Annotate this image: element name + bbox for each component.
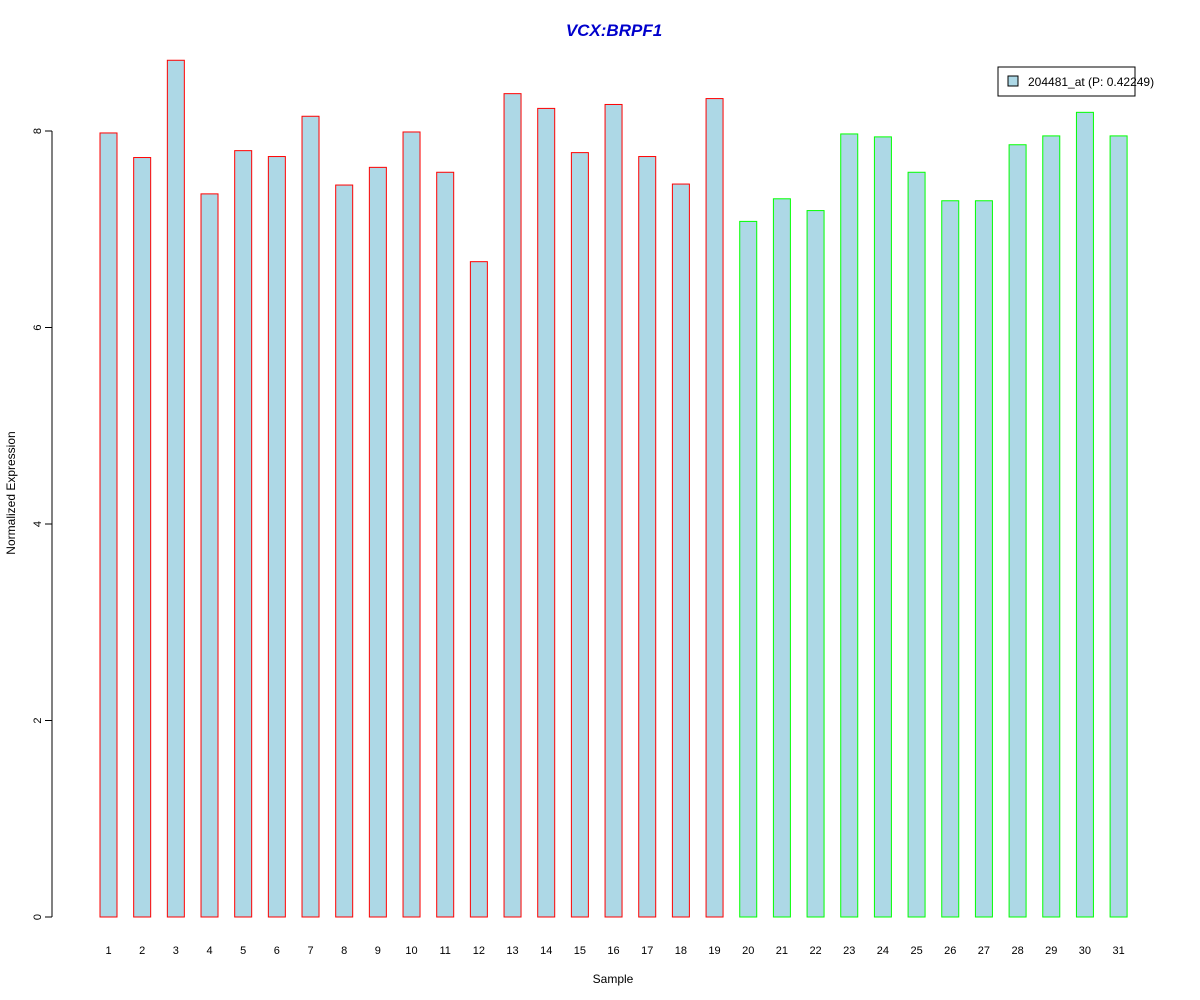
x-tick-label: 17	[641, 945, 653, 957]
bar-sample-27	[974, 200, 993, 918]
bar-sample-19	[705, 98, 724, 918]
bar-sample-5	[234, 150, 253, 918]
chart-title: VCX:BRPF1	[566, 21, 662, 40]
x-tick-label: 4	[206, 945, 212, 957]
x-tick-label: 31	[1112, 945, 1124, 957]
bar-sample-20	[739, 220, 758, 918]
x-tick-label: 1	[105, 945, 111, 957]
legend-swatch	[1007, 75, 1019, 87]
bar-sample-26	[941, 200, 960, 918]
bar-sample-13	[503, 93, 522, 918]
bar-sample-4	[200, 193, 219, 918]
x-tick-label: 24	[877, 945, 889, 957]
bar-sample-16	[604, 103, 623, 918]
x-tick-label: 2	[139, 945, 145, 957]
bar-sample-22	[806, 210, 825, 918]
x-tick-label: 13	[506, 945, 518, 957]
y-tick-label: 8	[32, 128, 44, 134]
x-tick-label: 27	[978, 945, 990, 957]
bar-sample-6	[267, 156, 286, 918]
x-tick-label: 7	[307, 945, 313, 957]
y-tick-label: 6	[32, 324, 44, 330]
x-tick-label: 19	[708, 945, 720, 957]
x-tick-label: 20	[742, 945, 754, 957]
bar-sample-29	[1042, 135, 1061, 918]
y-axis-label: Normalized Expression	[4, 431, 18, 554]
x-axis-label: Sample	[593, 972, 634, 986]
x-tick-label: 15	[574, 945, 586, 957]
bar-sample-12	[469, 261, 488, 918]
x-tick-label: 29	[1045, 945, 1057, 957]
legend-entry-label: 204481_at (P: 0.42249)	[1028, 75, 1154, 89]
legend: 204481_at (P: 0.42249)	[997, 66, 1154, 97]
bar-sample-10	[402, 131, 421, 918]
y-tick-label: 2	[32, 717, 44, 723]
y-axis: 0 2 4 6 8	[32, 128, 53, 920]
bar-sample-11	[436, 171, 455, 918]
x-tick-label: 26	[944, 945, 956, 957]
bar-sample-7	[301, 115, 320, 918]
bar-sample-23	[840, 133, 859, 918]
bar-sample-25	[907, 171, 926, 918]
x-tick-label: 14	[540, 945, 552, 957]
x-tick-label: 25	[910, 945, 922, 957]
x-tick-label: 12	[473, 945, 485, 957]
x-tick-label: 10	[405, 945, 417, 957]
x-tick-label: 28	[1011, 945, 1023, 957]
x-tick-label: 6	[274, 945, 280, 957]
bar-sample-28	[1008, 144, 1027, 918]
bar-sample-2	[133, 157, 152, 918]
y-tick-label: 0	[32, 914, 44, 920]
bar-sample-3	[166, 59, 185, 918]
x-tick-label: 30	[1079, 945, 1091, 957]
x-tick-label: 3	[173, 945, 179, 957]
bar-sample-15	[570, 152, 589, 918]
bar-sample-30	[1075, 111, 1094, 918]
bar-sample-9	[368, 166, 387, 918]
bar-sample-24	[873, 136, 892, 918]
x-tick-label: 21	[776, 945, 788, 957]
legend-box	[997, 66, 1136, 97]
x-axis: 1 2 3 4 5 6 7 8 9 10 11 12 13 14 15 16 17 18 19 20 21 22 23 24 2…	[105, 945, 1124, 957]
bar-sample-1	[99, 132, 118, 918]
x-tick-label: 8	[341, 945, 347, 957]
bar-sample-18	[671, 183, 690, 918]
y-tick-label: 4	[32, 521, 44, 527]
x-tick-label: 16	[607, 945, 619, 957]
x-tick-label: 18	[675, 945, 687, 957]
bar-sample-17	[638, 156, 657, 918]
x-tick-label: 11	[439, 945, 450, 957]
bars	[99, 59, 1128, 918]
bar-sample-8	[335, 184, 354, 918]
x-tick-label: 9	[375, 945, 381, 957]
x-tick-label: 22	[809, 945, 821, 957]
bar-sample-31	[1109, 135, 1128, 918]
bar-sample-14	[537, 107, 556, 918]
bar-sample-21	[772, 198, 791, 918]
x-tick-label: 5	[240, 945, 246, 957]
x-tick-label: 23	[843, 945, 855, 957]
